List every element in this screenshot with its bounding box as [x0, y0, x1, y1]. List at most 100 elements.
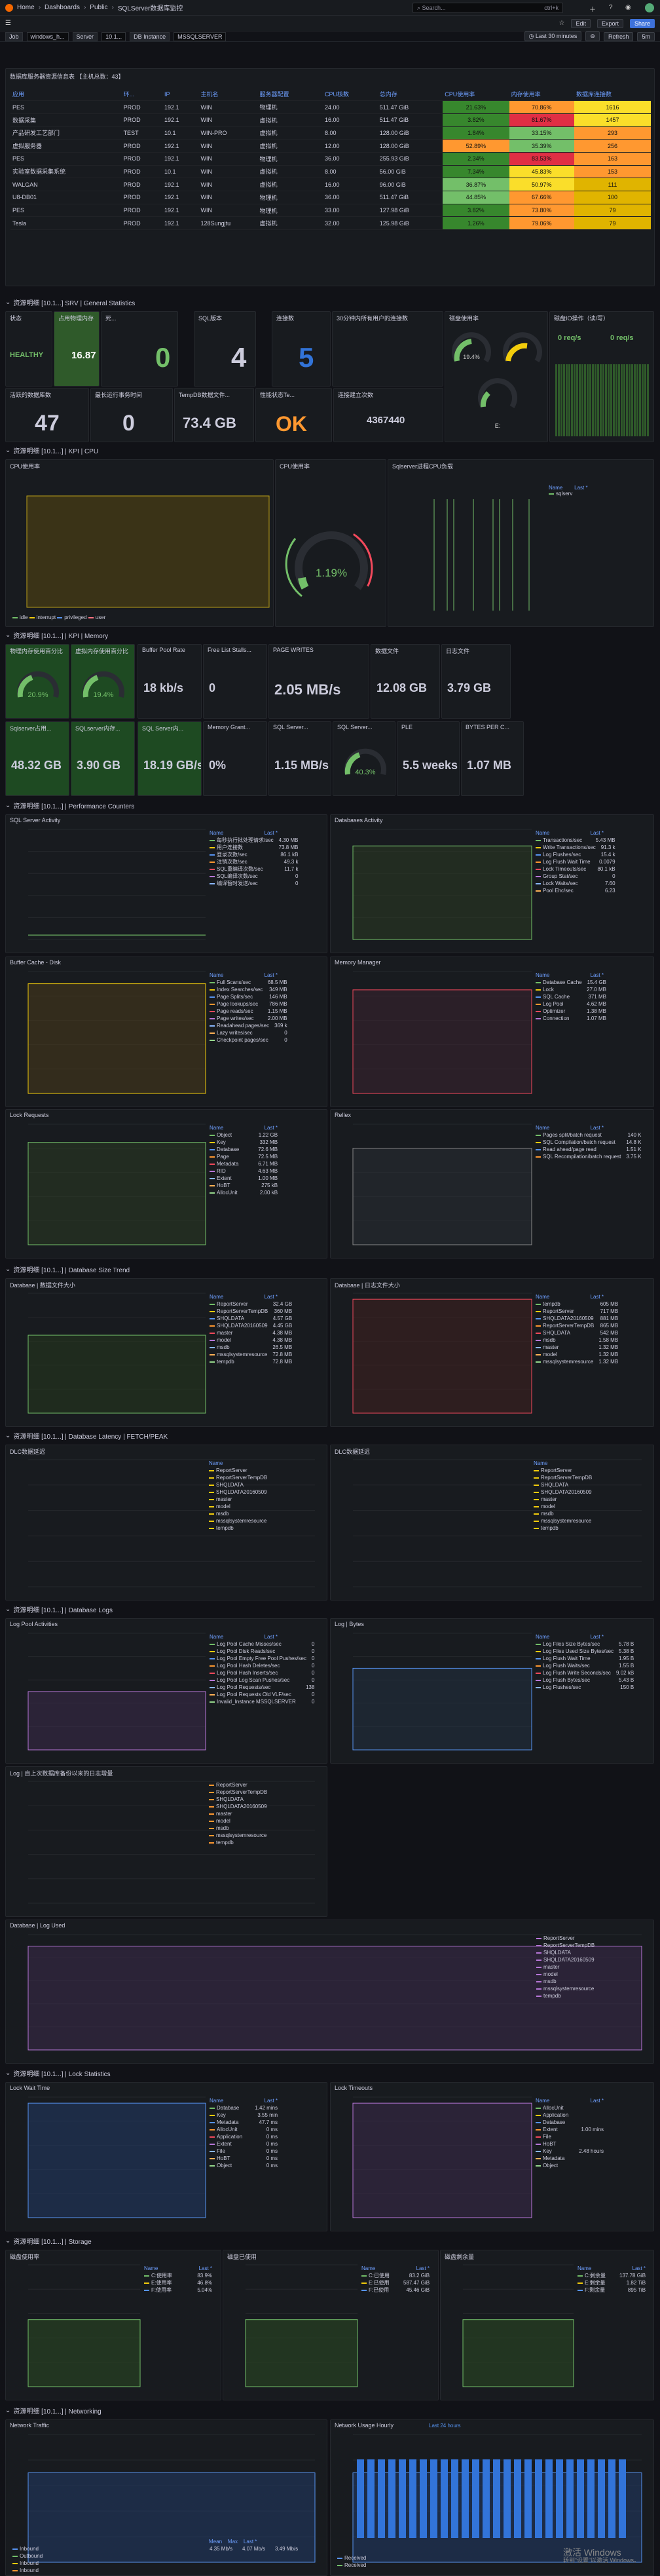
legend-item[interactable]: Read ahead/page read 1.51 K [536, 1146, 641, 1153]
legend-item[interactable]: SHQLDATA20160509 4.45 GB [210, 1322, 292, 1329]
legend-item[interactable]: Log Flush Wait Time 1.95 B [536, 1655, 634, 1662]
legend-item[interactable]: Log Pool Empty Free Pool Pushes/sec 0 [210, 1655, 314, 1662]
legend-item[interactable]: SQL Recompilation/batch request 3.75 K [536, 1153, 641, 1160]
legend-item[interactable]: Object 0 ms [210, 2162, 278, 2169]
legend-item[interactable]: SQL Compilation/batch request 14.8 K [536, 1139, 641, 1146]
legend-item[interactable]: Log Files Size Bytes/sec 5.78 B [536, 1640, 634, 1648]
column-header[interactable]: 数据库连接数 [574, 88, 651, 102]
legend-item[interactable]: SHQLDATA 542 MB [536, 1329, 618, 1336]
legend-item[interactable]: SQL Cache 371 MB [536, 993, 606, 1000]
legend-item[interactable]: Received [337, 2554, 366, 2562]
legend-item[interactable]: Optimizer 1.38 MB [536, 1008, 606, 1015]
legend-item[interactable]: Log Pool 4.62 MB [536, 1000, 606, 1008]
refresh-button[interactable]: Refresh [603, 31, 634, 41]
legend-item[interactable]: 注销次数/sec 49.3 k [210, 858, 298, 865]
zoom-out-button[interactable]: ⊖ [585, 31, 600, 41]
legend-item[interactable]: Log Pool Log Scan Pushes/sec 0 [210, 1676, 314, 1684]
legend-item[interactable]: 用户连接数 73.8 MB [210, 844, 298, 851]
legend-item[interactable]: Page writes/sec 2.00 MB [210, 1015, 287, 1022]
legend-item[interactable]: Write Transactions/sec 91.3 k [536, 844, 615, 851]
column-header[interactable]: 内存使用率 [509, 88, 574, 102]
legend-item[interactable]: Connection 1.07 MB [536, 1015, 606, 1022]
legend-item[interactable]: model [536, 1971, 595, 1978]
breadcrumb-dashboards[interactable]: Dashboards [45, 4, 80, 11]
legend-item[interactable]: msdb 1.58 MB [536, 1336, 618, 1344]
legend-item[interactable]: Lock Timeouts/sec 80.1 kB [536, 865, 615, 873]
legend-item[interactable]: Inbound 4.35 Mb/s 4.07 Mb/s 3.49 Mb/s [12, 2545, 320, 2552]
legend-item[interactable]: Pages split/batch request 140 K [536, 1131, 641, 1139]
legend-item[interactable]: 编译暂时发送/sec 0 [210, 880, 298, 887]
legend-item[interactable]: C:使用率 83.9% [144, 2272, 212, 2279]
legend-item[interactable]: Key 332 MB [210, 1139, 278, 1146]
legend-item[interactable]: Key 3.55 min [210, 2112, 278, 2119]
row-memory[interactable]: ⌄ 资源明细 [10.1...] | KPI | Memory [5, 631, 109, 640]
legend-item[interactable]: SHQLDATA [534, 1481, 592, 1488]
column-header[interactable]: 总内存 [377, 88, 443, 102]
legend-item[interactable]: ReportServerTempDB [534, 1474, 592, 1481]
legend-item[interactable]: Log Flush Waits/sec 1.55 B [536, 1662, 634, 1669]
column-header[interactable]: 应用 [10, 88, 122, 102]
legend-item[interactable]: Page 72.5 MB [210, 1153, 278, 1160]
legend-item[interactable]: HoBT [536, 2140, 604, 2148]
legend-item[interactable]: Inbound [12, 2560, 320, 2567]
legend-item[interactable]: Database 1.42 mins [210, 2104, 278, 2112]
legend-item[interactable]: Checkpoint pages/sec 0 [210, 1036, 287, 1044]
legend-item[interactable]: Log Flush Bytes/sec 5.43 B [536, 1676, 634, 1684]
legend-item[interactable]: Full Scans/sec 68.5 MB [210, 979, 287, 986]
legend-item[interactable]: Log Flush Write Seconds/sec 9.02 kB [536, 1669, 634, 1676]
legend-item[interactable]: F:剩余量 895 TiB [578, 2286, 646, 2294]
legend-item[interactable]: Lock Waits/sec 7.60 [536, 880, 615, 887]
legend-item[interactable]: msdb [209, 1510, 267, 1517]
legend-item[interactable]: ReportServerTempDB 360 MB [210, 1308, 292, 1315]
time-picker[interactable]: ◷ Last 30 minutes [524, 31, 582, 41]
legend-item[interactable]: msdb 26.5 MB [210, 1344, 292, 1351]
legend-item[interactable]: Received [337, 2562, 366, 2569]
column-header[interactable]: 主机名 [198, 88, 258, 102]
legend-item[interactable]: ReportServer 717 MB [536, 1308, 618, 1315]
legend-item[interactable]: Index Searches/sec 349 MB [210, 986, 287, 993]
legend-item[interactable]: 登录次数/sec 86.1 kB [210, 851, 298, 858]
legend-item[interactable]: Page Splits/sec 146 MB [210, 993, 287, 1000]
legend-item[interactable]: master [209, 1810, 267, 1817]
legend-item[interactable]: SHQLDATA20160509 [536, 1956, 595, 1963]
legend-item[interactable]: Extent 1.00 MB [210, 1175, 278, 1182]
row-size-trend[interactable]: ⌄ 资源明细 [10.1...] | Database Size Trend [5, 1265, 130, 1274]
column-header[interactable]: CPU使用率 [443, 88, 509, 102]
legend-item[interactable]: SHQLDATA20160509 881 MB [536, 1315, 618, 1322]
legend-item[interactable]: master 4.38 MB [210, 1329, 292, 1336]
plus-icon[interactable]: ＋ [589, 7, 596, 14]
legend-item[interactable]: Log Flushes/sec 15.4 k [536, 851, 615, 858]
legend-item[interactable]: SHQLDATA [536, 1949, 595, 1956]
var-job-select[interactable]: windows_h... [26, 31, 69, 41]
legend-item[interactable]: tempdb 72.8 MB [210, 1358, 292, 1365]
legend-item[interactable]: Group Stat/sec 0 [536, 873, 615, 880]
legend-item[interactable]: AllocUnit [536, 2104, 604, 2112]
legend-item[interactable]: AllocUnit 2.00 kB [210, 1189, 278, 1196]
search-input[interactable]: ⌕ Search... ctrl+k [412, 3, 563, 13]
legend-item[interactable]: ReportServer [536, 1935, 595, 1942]
legend-item[interactable]: Object [536, 2162, 604, 2169]
legend-item[interactable]: Metadata 6.71 MB [210, 1160, 278, 1167]
legend-item[interactable]: model [209, 1817, 267, 1825]
legend-item[interactable]: tempdb [534, 1525, 592, 1532]
legend-item[interactable]: Lock 27.0 MB [536, 986, 606, 993]
legend-item[interactable]: Log Pool Hash Inserts/sec 0 [210, 1669, 314, 1676]
legend-item[interactable]: SQL重编译次数/sec 11.7 k [210, 865, 298, 873]
legend-item[interactable]: SHQLDATA [209, 1796, 267, 1803]
legend-item[interactable]: msdb [534, 1510, 592, 1517]
column-header[interactable]: IP [162, 88, 199, 102]
legend-item[interactable]: Lazy writes/sec 0 [210, 1029, 287, 1036]
legend-item[interactable]: model [534, 1503, 592, 1510]
legend-item[interactable]: master [209, 1496, 267, 1503]
legend-item[interactable]: F:已使用 45.46 GiB [361, 2286, 430, 2294]
legend-item[interactable]: Pool Ehc/sec 6.23 [536, 887, 615, 894]
legend-item[interactable]: master 1.32 MB [536, 1344, 618, 1351]
legend-item[interactable]: Metadata [536, 2155, 604, 2162]
row-lock-stats[interactable]: ⌄ 资源明细 [10.1...] | Lock Statistics [5, 2069, 111, 2078]
legend-item[interactable]: Outbound [12, 2552, 320, 2560]
legend-item[interactable]: Log Pool Hash Deletes/sec 0 [210, 1662, 314, 1669]
legend-item[interactable]: Application [536, 2112, 604, 2119]
star-icon[interactable]: ☆ [559, 20, 565, 27]
legend-item[interactable]: ReportServer [209, 1781, 267, 1789]
legend-item[interactable]: File [536, 2133, 604, 2140]
